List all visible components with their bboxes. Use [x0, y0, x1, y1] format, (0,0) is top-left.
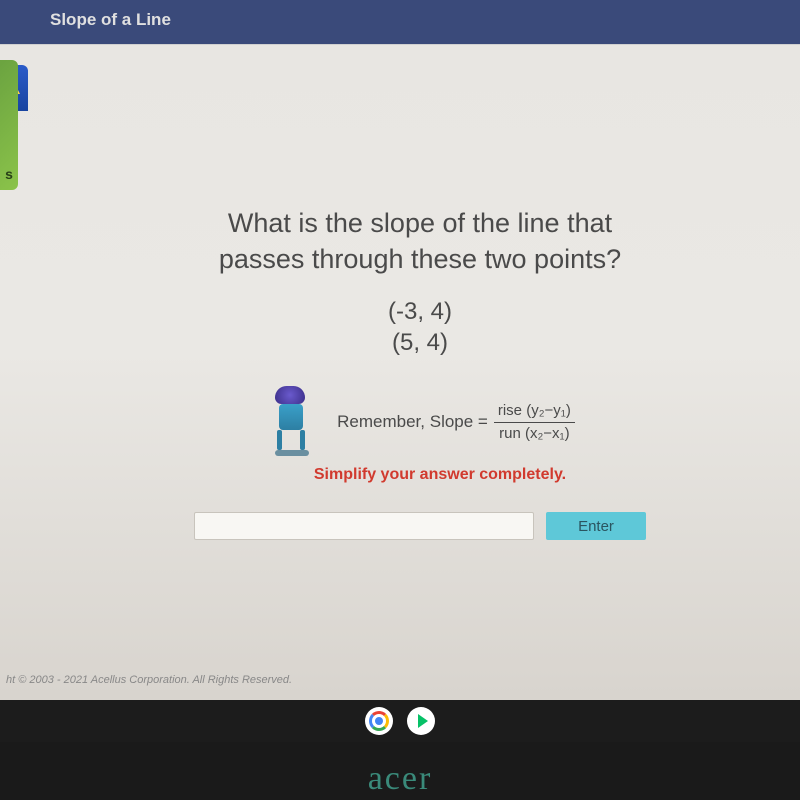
question-points: (-3, 4) (5, 4) [120, 296, 720, 358]
answer-input-row: Enter [120, 512, 720, 540]
enter-button[interactable]: Enter [546, 512, 646, 540]
play-store-icon[interactable] [407, 707, 435, 735]
answer-input[interactable] [194, 512, 534, 540]
point-2: (5, 4) [392, 329, 448, 356]
fraction-numerator: rise (y₂−y₁) [494, 402, 575, 423]
robot-icon [265, 386, 325, 458]
lesson-title: Slope of a Line [50, 10, 171, 29]
question-text: What is the slope of the line that passe… [120, 205, 720, 278]
hint-text: Remember, Slope = rise (y₂−y₁) run (x₂−x… [337, 402, 575, 443]
simplify-instruction: Simplify your answer completely. [160, 466, 720, 484]
sidebar-tab[interactable]: s [0, 60, 18, 190]
play-triangle-icon [418, 714, 428, 728]
lesson-header: Slope of a Line [0, 0, 800, 45]
slope-fraction: rise (y₂−y₁) run (x₂−x₁) [494, 402, 575, 443]
chrome-icon[interactable] [365, 707, 393, 735]
content-area: What is the slope of the line that passe… [0, 45, 800, 580]
hint-row: Remember, Slope = rise (y₂−y₁) run (x₂−x… [120, 386, 720, 458]
sidebar-label: s [5, 166, 13, 182]
question-line-1: What is the slope of the line that [228, 208, 612, 238]
copyright-text: ht © 2003 - 2021 Acellus Corporation. Al… [0, 674, 292, 686]
question-line-2: passes through these two points? [219, 244, 621, 274]
laptop-brand-label: acer [0, 760, 800, 798]
app-window: Slope of a Line s What is the slope of t… [0, 0, 800, 700]
point-1: (-3, 4) [388, 298, 452, 325]
taskbar [0, 700, 800, 742]
hint-prefix: Remember, Slope = [337, 412, 488, 432]
fraction-denominator: run (x₂−x₁) [495, 423, 573, 443]
